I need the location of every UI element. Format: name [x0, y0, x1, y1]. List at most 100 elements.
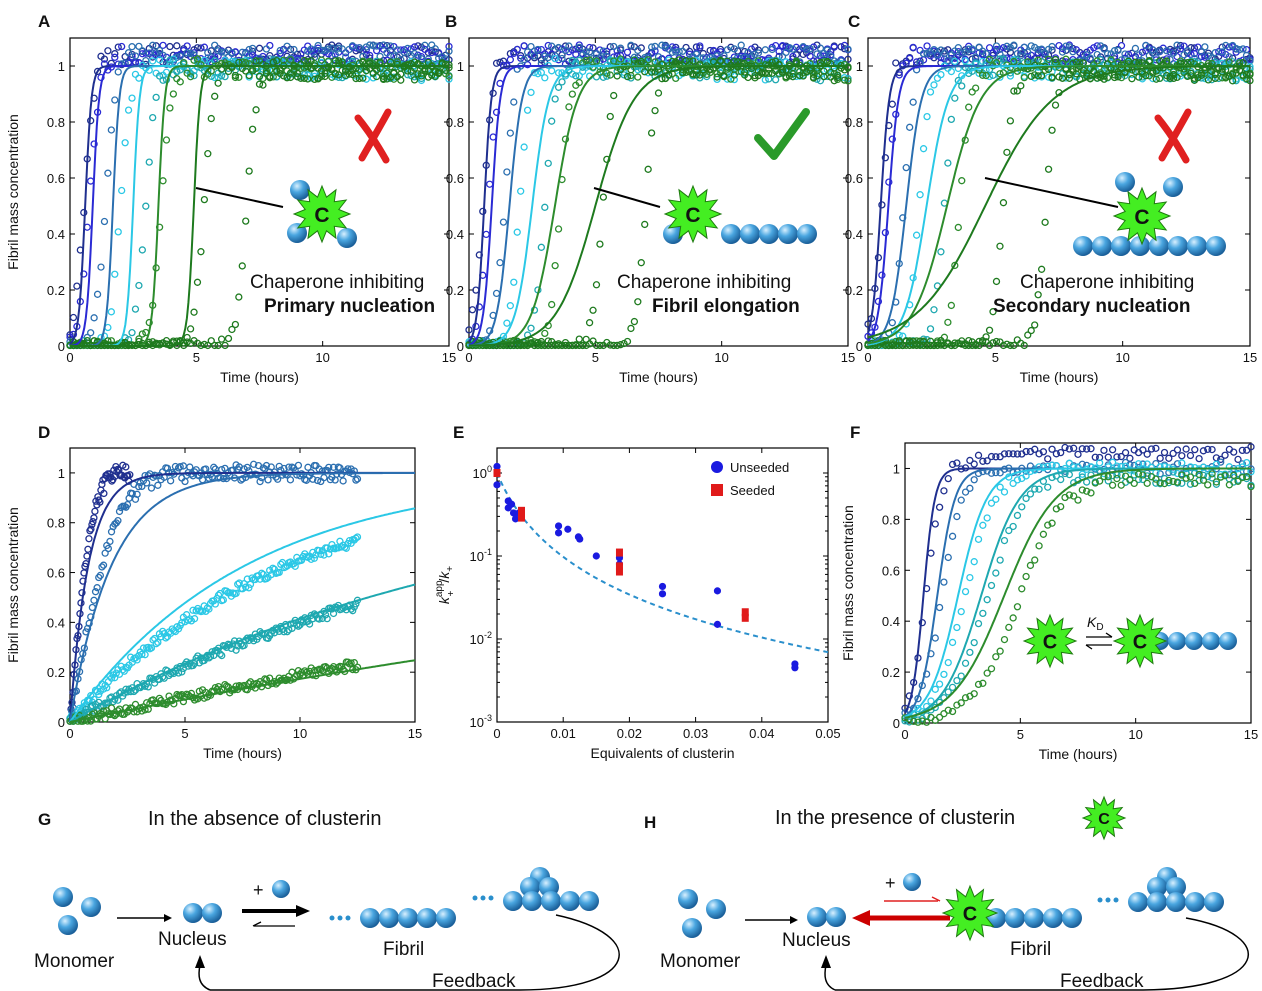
data-point: [290, 45, 298, 54]
data-point: [634, 73, 642, 81]
data-point: [1243, 458, 1251, 467]
data-point: [1149, 46, 1157, 54]
data-point: [623, 48, 632, 56]
data-point: [329, 609, 338, 618]
data-point: [582, 56, 590, 65]
data-point: [1152, 75, 1160, 83]
data-point: [197, 44, 205, 52]
data-point: [118, 42, 126, 51]
data-point: [585, 56, 594, 64]
data-point: [1018, 503, 1026, 511]
data-point: [966, 573, 974, 582]
data-point: [255, 80, 264, 88]
data-point: [193, 44, 202, 52]
data-point: [248, 125, 257, 133]
data-point: [1232, 77, 1240, 85]
data-point: [551, 261, 559, 270]
fibril-spheres: [663, 224, 817, 244]
data-point: [548, 67, 556, 75]
data-point: [210, 463, 218, 471]
fit-line: [496, 472, 829, 654]
data-point: [397, 76, 405, 84]
data-point: [128, 94, 136, 102]
data-point: [1114, 73, 1122, 81]
data-point: [231, 71, 240, 80]
data-point: [1238, 473, 1246, 482]
data-point: [803, 45, 811, 54]
plot-frame: [867, 37, 1251, 347]
data-point: [211, 41, 219, 49]
y-tick-label: 10-3: [470, 713, 492, 730]
data-point: [1143, 472, 1151, 480]
data-point: [252, 57, 260, 65]
data-point: [183, 338, 191, 346]
data-point: [1117, 42, 1126, 50]
data-point: [187, 689, 196, 698]
data-point: [428, 71, 436, 79]
data-point: [644, 53, 652, 61]
data-point: [111, 674, 119, 682]
data-point: [1074, 496, 1082, 504]
data-point: [989, 71, 997, 79]
data-point: [269, 56, 277, 64]
x-tick-label: 5: [1017, 727, 1024, 742]
data-point: [336, 464, 344, 472]
data-point: [1201, 43, 1209, 51]
data-point: [537, 243, 546, 251]
data-point: [1169, 449, 1177, 458]
data-point: [262, 461, 271, 470]
data-point: [200, 43, 209, 51]
data-point: [641, 68, 649, 76]
data-point: [1212, 460, 1221, 468]
data-point: [548, 300, 556, 309]
y-tick-label: 0.2: [446, 283, 464, 298]
data-point: [1031, 485, 1039, 493]
data-point: [1243, 446, 1251, 454]
chart-panel-d: 0 5 10 15 0 0.2 0.4 0.6 0.8 1 Time (hours) Fibril m…: [5, 447, 422, 761]
data-point: [575, 41, 583, 49]
data-point: [1197, 47, 1206, 55]
data-point: [1013, 450, 1022, 458]
annotation-c-line2: Secondary nucleation: [993, 296, 1190, 317]
data-point: [720, 71, 728, 80]
chaperone-letter: C: [1098, 811, 1110, 828]
data-point: [1173, 469, 1182, 478]
data-point: [541, 203, 549, 211]
data-point: [90, 514, 98, 522]
data-point: [126, 471, 134, 479]
data-point: [940, 578, 948, 586]
data-point: [347, 659, 355, 667]
data-point: [885, 341, 893, 350]
data-point: [441, 60, 450, 69]
data-point: [827, 52, 835, 61]
data-point: [1065, 70, 1074, 79]
data-point: [1191, 469, 1199, 477]
data-point: [155, 46, 164, 55]
data-point: [299, 618, 307, 626]
data-point: [923, 42, 931, 50]
data-point: [73, 282, 81, 290]
data-point: [592, 341, 601, 350]
data-point: [1222, 41, 1230, 50]
data-point: [1044, 73, 1053, 81]
data-point: [922, 718, 931, 726]
data-point: [197, 248, 205, 256]
data-point: [159, 76, 167, 84]
data-point: [166, 60, 174, 68]
data-point: [1061, 443, 1069, 452]
data-point: [696, 42, 704, 50]
data-point: [974, 451, 983, 459]
data-point: [940, 670, 948, 679]
data-point: [630, 317, 639, 326]
data-point: [152, 340, 160, 348]
data-point: [114, 43, 122, 51]
data-point: [1022, 472, 1030, 480]
data-point: [987, 665, 996, 673]
panel-letter-d: D: [38, 423, 50, 442]
data-point: [989, 339, 997, 347]
data-point: [183, 42, 191, 50]
data-point: [1176, 57, 1185, 65]
data-point: [1182, 474, 1190, 482]
chaperone-star-icon: C: [1112, 613, 1168, 669]
data-point: [927, 697, 935, 705]
